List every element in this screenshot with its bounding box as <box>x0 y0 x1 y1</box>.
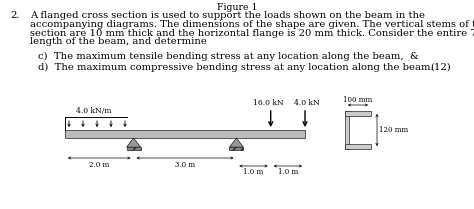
Text: c)  The maximum tensile bending stress at any location along the beam,  &: c) The maximum tensile bending stress at… <box>38 52 419 61</box>
Text: A flanged cross section is used to support the loads shown on the beam in the: A flanged cross section is used to suppo… <box>30 11 425 20</box>
Bar <box>65 130 305 138</box>
Bar <box>345 111 349 149</box>
Bar <box>345 144 371 149</box>
Bar <box>229 147 244 150</box>
Bar <box>127 147 141 150</box>
Bar <box>345 111 371 116</box>
Text: 4.0 kN: 4.0 kN <box>294 99 320 107</box>
Text: 2.0 m: 2.0 m <box>89 161 109 169</box>
Text: 4.0 kN/m: 4.0 kN/m <box>76 107 112 115</box>
Text: (12): (12) <box>430 63 451 72</box>
Text: accompanying diagrams. The dimensions of the shape are given. The vertical stems: accompanying diagrams. The dimensions of… <box>30 20 474 29</box>
Text: 16.0 kN: 16.0 kN <box>254 99 284 107</box>
Text: length of the beam, and determine: length of the beam, and determine <box>30 37 207 46</box>
Polygon shape <box>127 138 141 147</box>
Polygon shape <box>229 138 244 147</box>
Bar <box>345 111 371 149</box>
Text: d)  The maximum compressive bending stress at any location along the beam.: d) The maximum compressive bending stres… <box>38 63 434 72</box>
Text: 1.0 m: 1.0 m <box>244 168 264 176</box>
Text: 3.0 m: 3.0 m <box>175 161 195 169</box>
Text: Figure 1: Figure 1 <box>217 3 257 12</box>
Text: section are 10 mm thick and the horizontal flange is 20 mm thick. Consider the e: section are 10 mm thick and the horizont… <box>30 29 474 38</box>
Text: 1.0 m: 1.0 m <box>278 168 298 176</box>
Text: 100 mm: 100 mm <box>343 96 373 104</box>
Text: 120 mm: 120 mm <box>379 126 408 134</box>
Text: 2.: 2. <box>10 11 19 20</box>
